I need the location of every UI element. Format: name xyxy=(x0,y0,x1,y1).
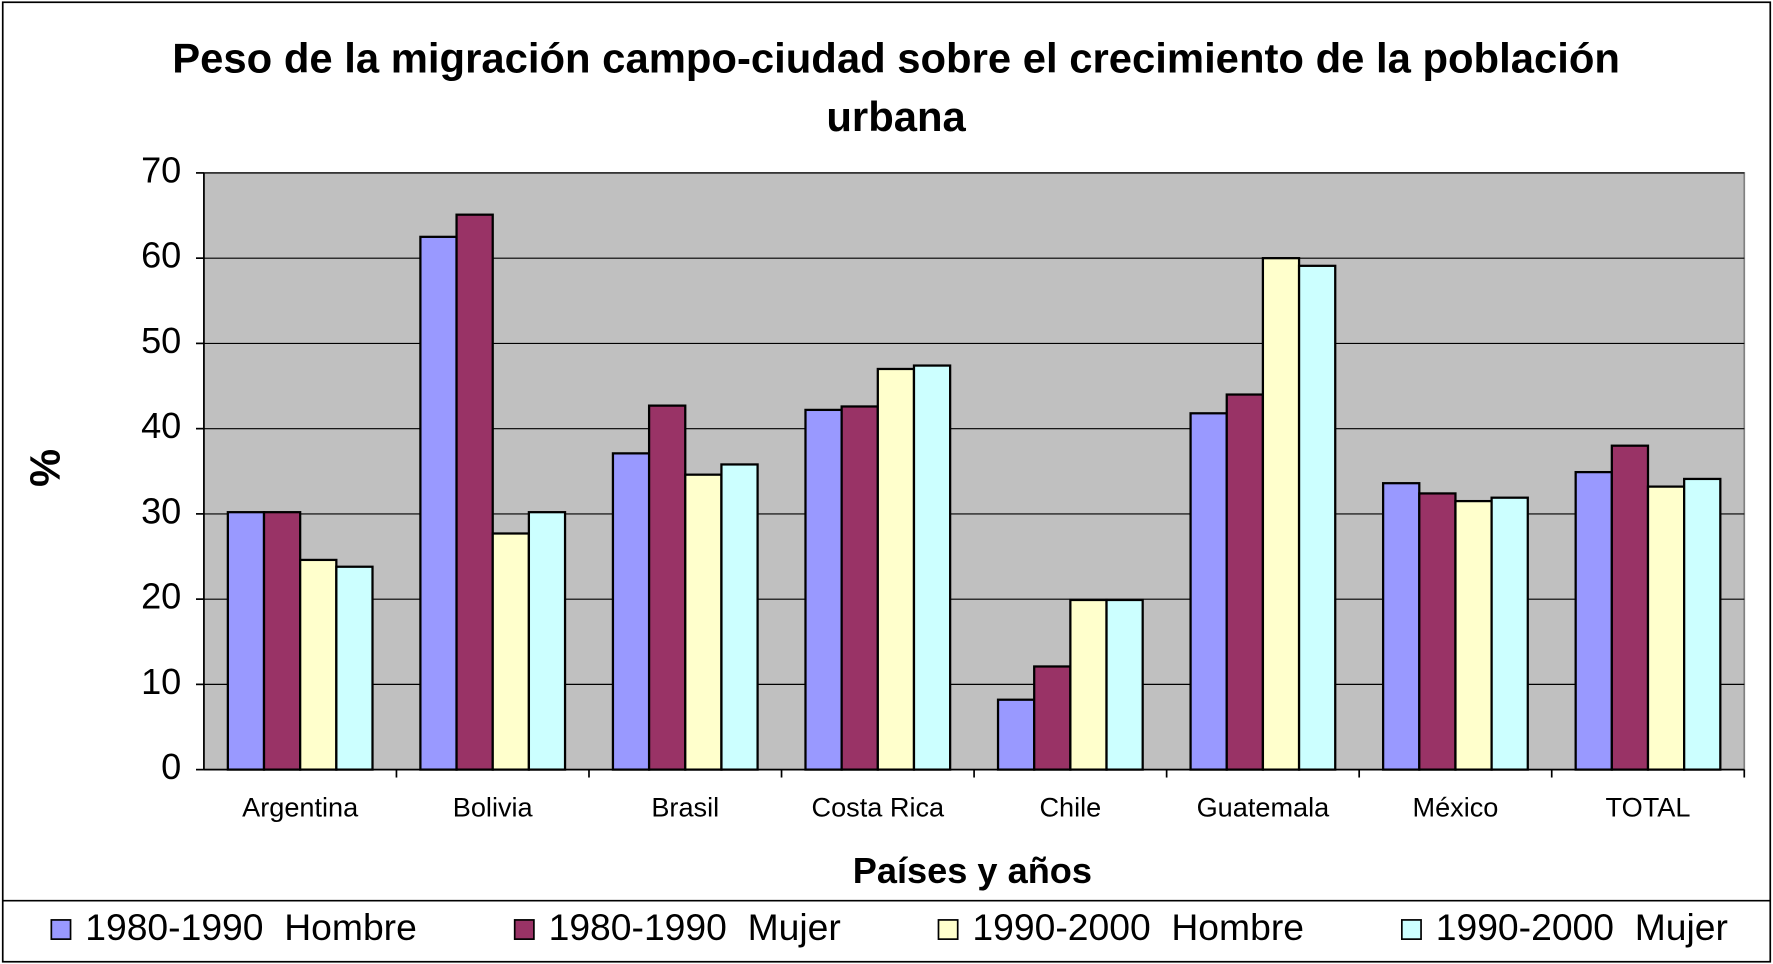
legend-label: 1990-2000 Hombre xyxy=(972,906,1304,948)
bar xyxy=(647,404,687,771)
x-tick-label: Argentina xyxy=(242,791,359,822)
legend-swatch xyxy=(937,919,959,940)
bar xyxy=(262,511,302,771)
bar xyxy=(335,565,374,771)
legend-swatch xyxy=(50,919,72,940)
y-tick-label: 0 xyxy=(161,746,181,787)
title-box: Peso de la migración campo-ciudad sobre … xyxy=(172,35,1620,141)
bar xyxy=(1033,665,1072,771)
bar xyxy=(1610,444,1650,771)
bar xyxy=(1261,257,1301,771)
bar xyxy=(1418,492,1457,771)
y-axis-label: % xyxy=(21,449,69,487)
bar xyxy=(912,364,952,771)
x-axis-label: Países y años xyxy=(853,850,1092,891)
bar xyxy=(611,452,651,771)
bar xyxy=(1069,598,1108,771)
bar xyxy=(1454,499,1493,771)
bar xyxy=(1189,412,1228,771)
bar xyxy=(1490,496,1529,771)
bar xyxy=(299,558,338,771)
legend-swatch xyxy=(513,919,535,940)
bar xyxy=(1381,482,1421,771)
y-tick-label: 10 xyxy=(141,661,181,702)
legend-label: 1990-2000 Mujer xyxy=(1436,906,1728,948)
y-tick-label: 20 xyxy=(141,576,181,617)
bar xyxy=(1646,485,1686,771)
x-tick-label: Chile xyxy=(1039,791,1101,822)
bar xyxy=(840,405,879,771)
bar xyxy=(419,235,458,771)
bar xyxy=(1297,264,1337,771)
y-tick-label: 40 xyxy=(141,405,181,446)
y-tick-label: 50 xyxy=(141,320,181,361)
bar xyxy=(876,367,916,771)
bar xyxy=(1105,598,1144,771)
bar xyxy=(455,213,494,771)
y-tick-label: 60 xyxy=(141,235,181,276)
bar xyxy=(804,408,843,771)
bar xyxy=(527,511,567,771)
x-tick-label: Costa Rica xyxy=(812,791,946,822)
legend-label: 1980-1990 Hombre xyxy=(85,906,417,948)
bar xyxy=(491,532,531,771)
y-tick-label: 30 xyxy=(141,490,181,531)
bar xyxy=(1225,393,1265,771)
x-tick-label: México xyxy=(1413,791,1499,822)
x-tick-label: Guatemala xyxy=(1197,791,1331,822)
bar xyxy=(684,473,723,771)
bar xyxy=(1683,477,1722,771)
x-tick-label: Bolivia xyxy=(453,791,534,822)
chart-title: Peso de la migración campo-ciudad sobre … xyxy=(172,35,1620,141)
x-tick-label: TOTAL xyxy=(1606,791,1691,822)
legend-label: 1980-1990 Mujer xyxy=(549,906,841,948)
x-tick-label: Brasil xyxy=(651,791,719,822)
y-tick-label: 70 xyxy=(141,149,181,190)
bar xyxy=(720,463,759,771)
legend-swatch xyxy=(1400,919,1422,940)
bar xyxy=(226,511,266,771)
bar xyxy=(996,698,1036,771)
bar xyxy=(1574,470,1613,771)
